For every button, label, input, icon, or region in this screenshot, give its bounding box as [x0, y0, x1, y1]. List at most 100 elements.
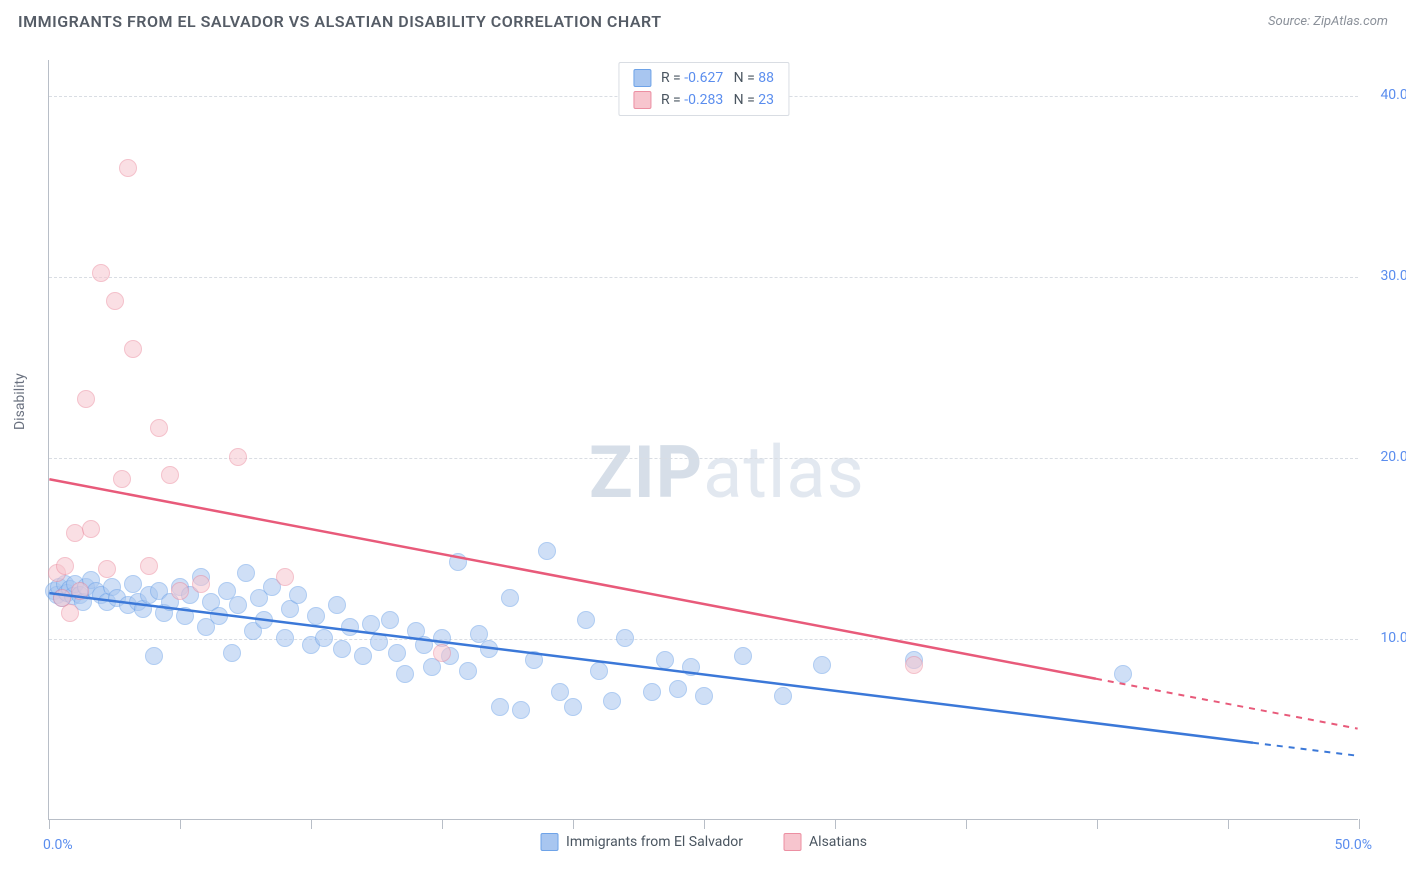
data-point: [1114, 665, 1132, 683]
data-point: [276, 568, 294, 586]
chart-title: IMMIGRANTS FROM EL SALVADOR VS ALSATIAN …: [18, 12, 662, 31]
data-point: [61, 604, 79, 622]
data-point: [82, 520, 100, 538]
data-point: [106, 292, 124, 310]
data-point: [656, 651, 674, 669]
data-point: [370, 633, 388, 651]
x-tick: [835, 819, 836, 829]
data-point: [480, 640, 498, 658]
data-point: [171, 582, 189, 600]
data-point: [56, 557, 74, 575]
y-axis-label: Disability: [12, 373, 28, 430]
y-tick-label: 30.0%: [1364, 268, 1406, 284]
data-point: [449, 553, 467, 571]
legend-row: R = -0.627 N = 88: [633, 69, 774, 87]
data-point: [813, 656, 831, 674]
data-point: [551, 683, 569, 701]
data-point: [77, 390, 95, 408]
y-tick-label: 20.0%: [1364, 449, 1406, 465]
data-point: [229, 596, 247, 614]
correlation-legend: R = -0.627 N = 88 R = -0.283 N = 23: [618, 62, 789, 116]
x-axis-min-label: 0.0%: [43, 837, 73, 853]
x-tick: [442, 819, 443, 829]
series-legend: Immigrants from El Salvador Alsatians: [540, 833, 867, 851]
data-point: [140, 557, 158, 575]
legend-row: Immigrants from El Salvador: [540, 833, 743, 851]
data-point: [459, 662, 477, 680]
legend-stats: R = -0.283 N = 23: [661, 92, 774, 108]
data-point: [150, 419, 168, 437]
data-point: [616, 629, 634, 647]
data-point: [237, 564, 255, 582]
data-point: [289, 586, 307, 604]
data-point: [362, 615, 380, 633]
x-tick: [966, 819, 967, 829]
data-point: [512, 701, 530, 719]
legend-label: Alsatians: [809, 834, 867, 850]
x-axis-max-label: 50.0%: [1334, 837, 1372, 853]
data-point: [354, 647, 372, 665]
legend-label: Immigrants from El Salvador: [566, 834, 743, 850]
data-point: [695, 687, 713, 705]
data-point: [433, 644, 451, 662]
data-point: [381, 611, 399, 629]
data-point: [92, 264, 110, 282]
data-point: [682, 658, 700, 676]
data-point: [113, 470, 131, 488]
data-point: [333, 640, 351, 658]
data-point: [501, 589, 519, 607]
data-point: [210, 607, 228, 625]
data-point: [315, 629, 333, 647]
data-point: [176, 607, 194, 625]
x-tick: [573, 819, 574, 829]
y-tick-label: 10.0%: [1364, 630, 1406, 646]
data-point: [192, 575, 210, 593]
data-point: [643, 683, 661, 701]
data-point: [71, 582, 89, 600]
y-tick-label: 40.0%: [1364, 87, 1406, 103]
legend-swatch: [783, 833, 801, 851]
data-point: [396, 665, 414, 683]
gridline-h: [49, 277, 1358, 278]
data-point: [603, 692, 621, 710]
data-point: [577, 611, 595, 629]
data-point: [328, 596, 346, 614]
data-point: [905, 656, 923, 674]
legend-row: R = -0.283 N = 23: [633, 91, 774, 109]
data-point: [341, 618, 359, 636]
watermark: ZIPatlas: [589, 430, 865, 515]
data-point: [119, 159, 137, 177]
x-tick: [1097, 819, 1098, 829]
data-point: [669, 680, 687, 698]
scatter-plot: ZIPatlas R = -0.627 N = 88 R = -0.283 N =…: [48, 60, 1358, 820]
data-point: [388, 644, 406, 662]
data-point: [255, 611, 273, 629]
data-point: [145, 647, 163, 665]
data-point: [415, 636, 433, 654]
data-point: [590, 662, 608, 680]
data-point: [564, 698, 582, 716]
data-point: [276, 629, 294, 647]
data-point: [525, 651, 543, 669]
data-point: [124, 340, 142, 358]
data-point: [491, 698, 509, 716]
data-point: [161, 466, 179, 484]
x-tick: [180, 819, 181, 829]
data-point: [538, 542, 556, 560]
data-point: [734, 647, 752, 665]
legend-swatch: [633, 69, 651, 87]
legend-swatch: [540, 833, 558, 851]
legend-swatch: [633, 91, 651, 109]
data-point: [229, 448, 247, 466]
data-point: [774, 687, 792, 705]
legend-row: Alsatians: [783, 833, 867, 851]
source-attribution: Source: ZipAtlas.com: [1268, 14, 1388, 29]
header: IMMIGRANTS FROM EL SALVADOR VS ALSATIAN …: [18, 12, 1388, 31]
x-tick: [311, 819, 312, 829]
data-point: [223, 644, 241, 662]
gridline-h: [49, 639, 1358, 640]
x-tick: [704, 819, 705, 829]
x-tick: [49, 819, 50, 829]
data-point: [124, 575, 142, 593]
x-tick: [1359, 819, 1360, 829]
